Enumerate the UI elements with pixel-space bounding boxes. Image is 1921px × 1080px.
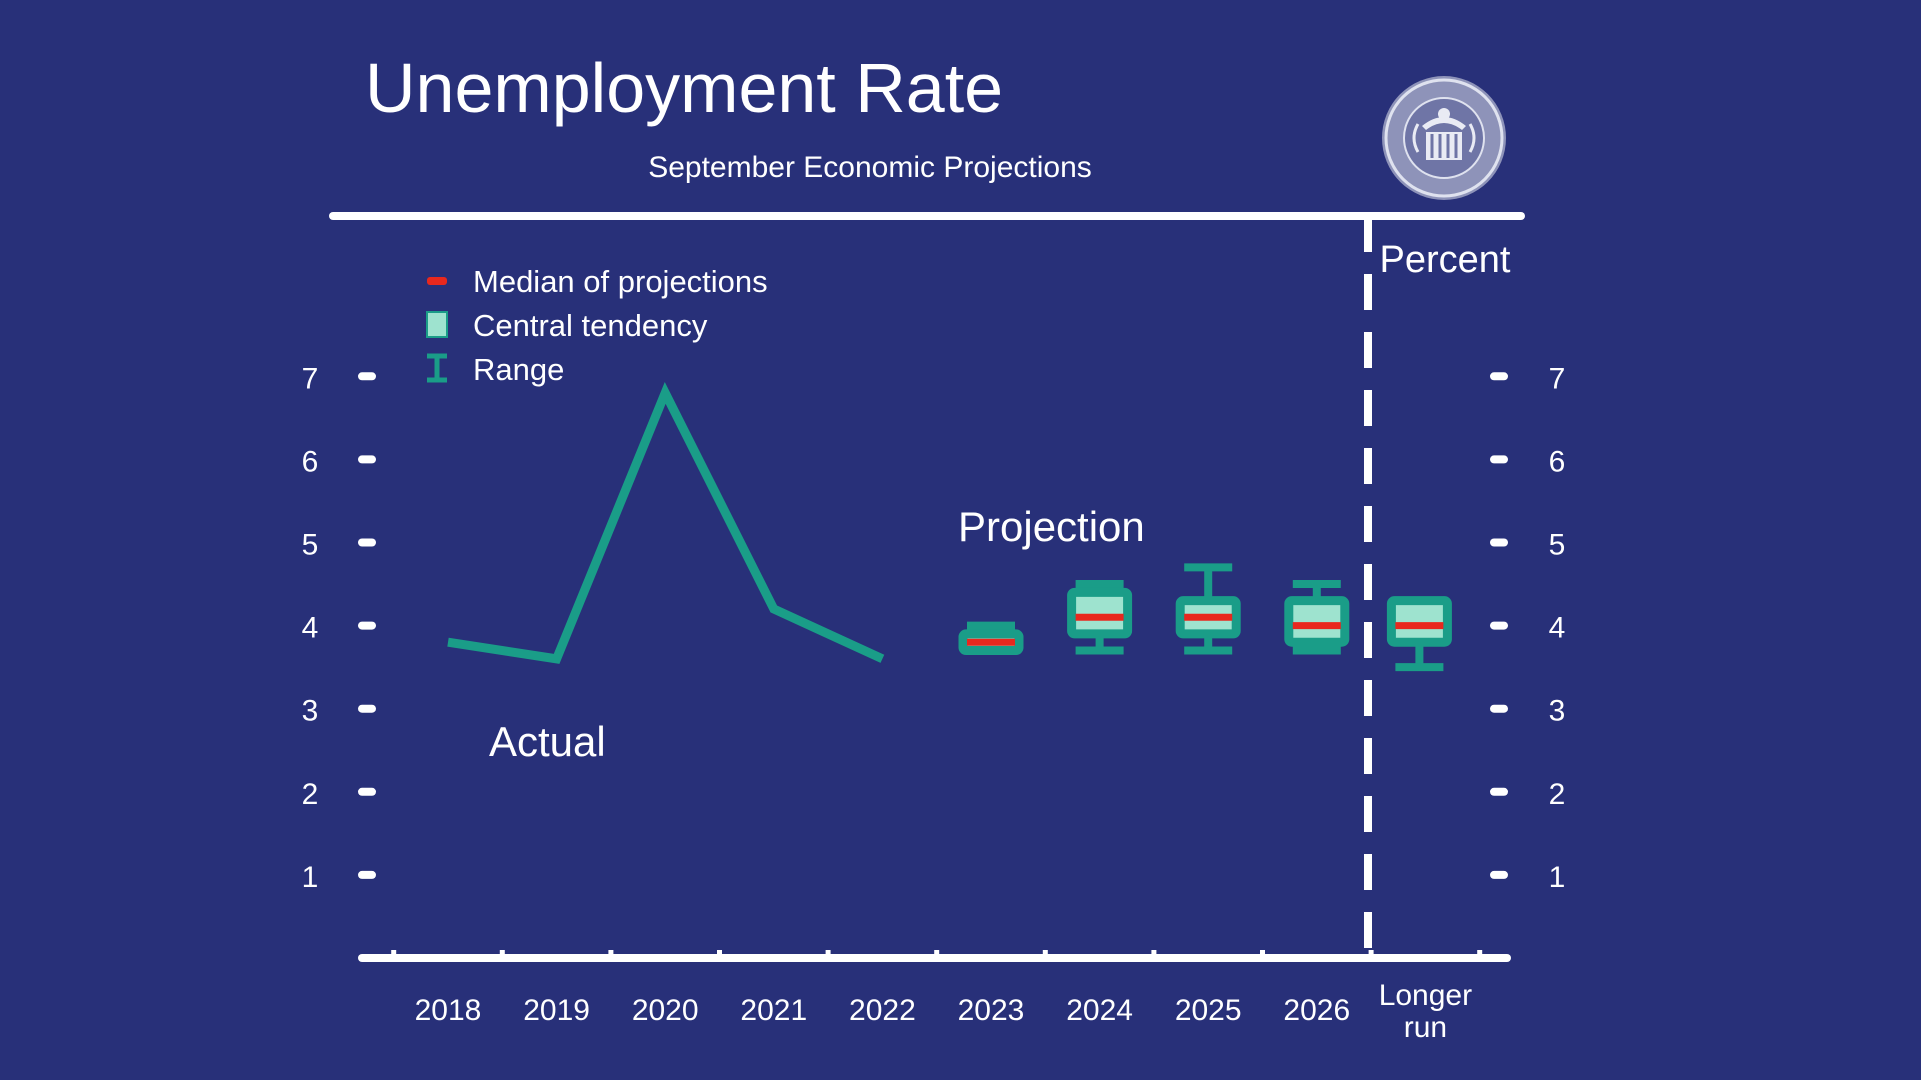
y-tick-label-right: 5 <box>1549 529 1566 562</box>
chart-subtitle: September Economic Projections <box>648 151 1092 184</box>
central-tendency-box <box>1386 596 1452 647</box>
x-tick-label: 2022 <box>849 994 916 1027</box>
y-tick-label-right: 2 <box>1549 778 1566 811</box>
x-tick-label: 2024 <box>1066 994 1133 1027</box>
federal-reserve-seal-icon <box>1382 76 1506 200</box>
y-tick-label-left: 4 <box>302 612 319 645</box>
y-tick-label-right: 1 <box>1549 861 1566 894</box>
legend-item-median: Median of projections <box>427 264 768 299</box>
central-tendency-box <box>1067 587 1133 639</box>
legend-item-range: Range <box>427 352 564 387</box>
legend-item-central: Central tendency <box>426 308 708 343</box>
projection-2025 <box>1175 563 1241 655</box>
projection-2024 <box>1067 580 1133 655</box>
y-tick-label-left: 1 <box>302 861 319 894</box>
actual-line <box>447 382 885 664</box>
y-tick-label-left: 3 <box>302 695 319 728</box>
actual-annotation: Actual <box>489 718 606 765</box>
legend-range-label: Range <box>473 352 564 387</box>
x-tick-label: 2019 <box>523 994 590 1027</box>
x-tick-label: 2025 <box>1175 994 1242 1027</box>
x-tick-label: 2026 <box>1283 994 1350 1027</box>
projection-2023 <box>958 621 1024 656</box>
y-ticks: 1 1 2 2 3 3 4 4 5 5 6 6 7 7 <box>302 362 1566 894</box>
x-tick-label: 2018 <box>415 994 482 1027</box>
y-tick-label-right: 3 <box>1549 695 1566 728</box>
y-tick-label-right: 7 <box>1549 362 1566 395</box>
y-tick-label-right: 6 <box>1549 445 1566 478</box>
legend-central-swatch <box>426 311 448 338</box>
x-tick-label: Longer run <box>1379 979 1472 1044</box>
y-axis-title: Percent <box>1380 239 1511 281</box>
y-tick-label-left: 2 <box>302 778 319 811</box>
projection-longer-run <box>1386 596 1452 672</box>
actual-series <box>447 382 885 664</box>
y-tick-label-left: 7 <box>302 362 319 395</box>
y-tick-label-left: 6 <box>302 445 319 478</box>
y-tick-label-right: 4 <box>1549 612 1566 645</box>
x-tick-label: 2021 <box>740 994 807 1027</box>
y-tick-label-left: 5 <box>302 529 319 562</box>
legend-range-swatch <box>427 353 447 383</box>
x-labels: 2018 2019 2020 2021 2022 2023 2024 2025 2026 Long… <box>391 950 1483 1044</box>
central-tendency-box <box>1284 596 1350 647</box>
projection-annotation: Projection <box>958 503 1145 550</box>
x-tick-label: 2020 <box>632 994 699 1027</box>
x-tick-label: 2023 <box>958 994 1025 1027</box>
projection-series <box>958 563 1452 672</box>
legend: Median of projections Central tendency R… <box>426 264 768 387</box>
projection-2026 <box>1284 580 1350 655</box>
legend-central-label: Central tendency <box>473 308 708 343</box>
legend-median-label: Median of projections <box>473 264 768 299</box>
legend-median-swatch <box>427 277 447 285</box>
chart-title: Unemployment Rate <box>365 49 1003 127</box>
